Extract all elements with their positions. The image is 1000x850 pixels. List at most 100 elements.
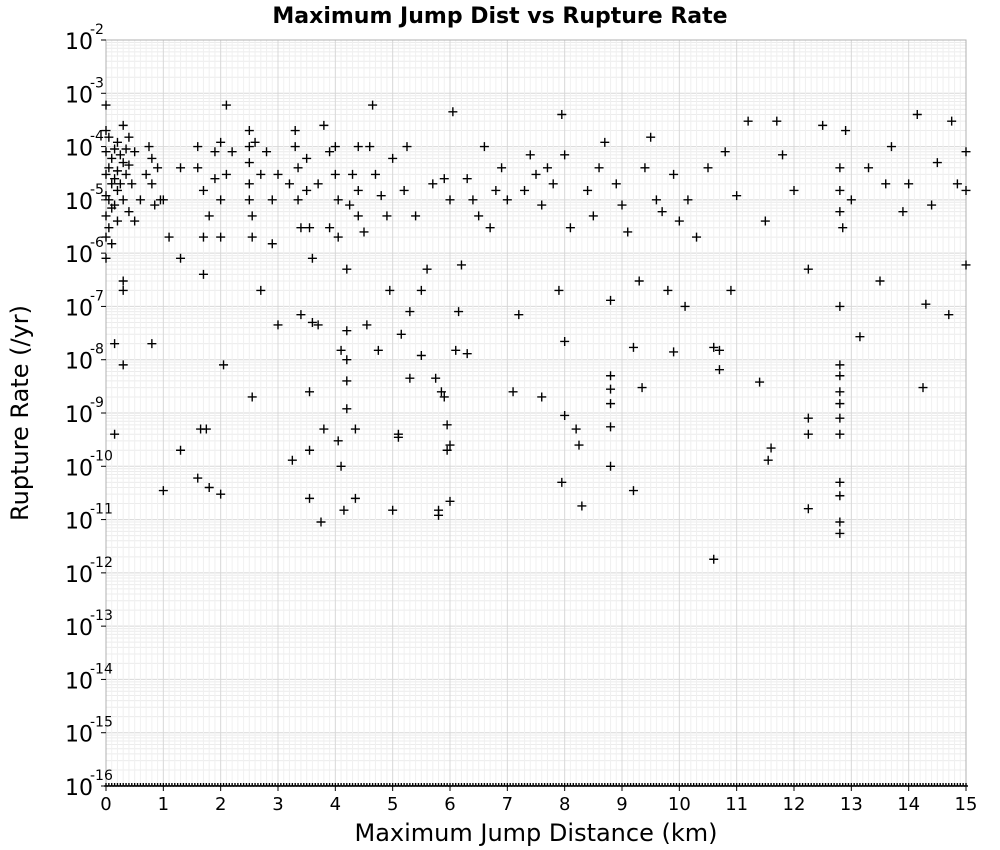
data-point-plus bbox=[864, 163, 874, 173]
y-tick-label-exponent: -9 bbox=[90, 395, 104, 411]
data-point-plus bbox=[273, 169, 283, 179]
data-point-plus bbox=[606, 295, 616, 305]
data-point-plus bbox=[121, 144, 131, 154]
data-point-plus bbox=[210, 174, 220, 184]
data-point-plus bbox=[961, 147, 971, 157]
data-point-plus bbox=[835, 207, 845, 217]
data-point-plus bbox=[118, 360, 128, 370]
data-point-plus bbox=[766, 443, 776, 453]
data-point-plus bbox=[835, 477, 845, 487]
y-tick-label-exponent: -15 bbox=[90, 715, 113, 731]
data-point-plus bbox=[107, 153, 117, 163]
data-point-plus bbox=[606, 422, 616, 432]
data-point-plus bbox=[606, 371, 616, 381]
data-point-plus bbox=[548, 179, 558, 189]
data-point-plus bbox=[918, 383, 928, 393]
data-point-plus bbox=[772, 116, 782, 126]
data-point-plus bbox=[651, 195, 661, 205]
data-point-plus bbox=[683, 195, 693, 205]
data-point-plus bbox=[560, 150, 570, 160]
data-point-plus bbox=[416, 350, 426, 360]
data-point-plus bbox=[107, 179, 117, 189]
data-point-plus bbox=[396, 329, 406, 339]
data-point-plus bbox=[755, 377, 765, 387]
y-tick-label-base: 10 bbox=[65, 616, 93, 641]
data-point-plus bbox=[305, 223, 315, 233]
data-point-plus bbox=[838, 223, 848, 233]
y-axis-label: Rupture Rate (/yr) bbox=[6, 305, 34, 521]
data-point-plus bbox=[451, 345, 461, 355]
data-point-plus bbox=[577, 501, 587, 511]
floor-data-point bbox=[964, 783, 968, 787]
data-point-plus bbox=[841, 126, 851, 136]
x-tick-label: 11 bbox=[725, 794, 748, 815]
data-point-plus bbox=[835, 399, 845, 409]
data-point-plus bbox=[262, 147, 272, 157]
data-point-plus bbox=[204, 482, 214, 492]
data-point-plus bbox=[342, 404, 352, 414]
x-tick-label: 0 bbox=[100, 794, 111, 815]
data-point-plus bbox=[365, 142, 375, 152]
data-point-plus bbox=[554, 285, 564, 295]
y-tick-label-exponent: -6 bbox=[90, 235, 104, 251]
data-point-plus bbox=[201, 424, 211, 434]
data-point-plus bbox=[313, 179, 323, 189]
y-tick-label-exponent: -8 bbox=[90, 342, 104, 358]
data-point-plus bbox=[287, 455, 297, 465]
data-point-plus bbox=[835, 185, 845, 195]
y-tick-label-exponent: -5 bbox=[90, 182, 104, 198]
data-point-plus bbox=[921, 299, 931, 309]
data-point-plus bbox=[835, 528, 845, 538]
data-point-plus bbox=[875, 276, 885, 286]
data-point-plus bbox=[112, 216, 122, 226]
data-point-plus bbox=[150, 200, 160, 210]
data-point-plus bbox=[373, 345, 383, 355]
data-point-plus bbox=[442, 445, 452, 455]
data-point-plus bbox=[101, 169, 111, 179]
data-point-plus bbox=[307, 317, 317, 327]
data-point-plus bbox=[732, 191, 742, 201]
data-point-plus bbox=[247, 232, 257, 242]
data-point-plus bbox=[709, 342, 719, 352]
data-point-plus bbox=[376, 191, 386, 201]
data-point-plus bbox=[846, 195, 856, 205]
data-point-plus bbox=[124, 160, 134, 170]
data-point-plus bbox=[855, 332, 865, 342]
data-point-plus bbox=[296, 223, 306, 233]
data-point-plus bbox=[176, 163, 186, 173]
data-point-plus bbox=[362, 320, 372, 330]
data-point-plus bbox=[147, 153, 157, 163]
data-point-plus bbox=[542, 163, 552, 173]
data-point-plus bbox=[104, 223, 114, 233]
floor-points-group bbox=[104, 783, 968, 787]
data-point-plus bbox=[628, 486, 638, 496]
data-point-plus bbox=[947, 116, 957, 126]
data-point-plus bbox=[927, 200, 937, 210]
data-point-plus bbox=[350, 424, 360, 434]
data-point-plus bbox=[520, 185, 530, 195]
y-ticks-group: 10-210-310-410-510-610-710-810-910-1010-… bbox=[65, 22, 113, 801]
y-tick-label-base: 10 bbox=[65, 456, 93, 481]
data-point-plus bbox=[703, 163, 713, 173]
y-tick-label-base: 10 bbox=[65, 776, 93, 801]
data-point-plus bbox=[198, 232, 208, 242]
data-point-plus bbox=[388, 505, 398, 515]
data-point-plus bbox=[646, 132, 656, 142]
data-point-plus bbox=[531, 169, 541, 179]
data-point-plus bbox=[216, 195, 226, 205]
data-point-plus bbox=[305, 493, 315, 503]
data-point-plus bbox=[330, 142, 340, 152]
data-point-plus bbox=[193, 142, 203, 152]
x-tick-label: 9 bbox=[616, 794, 627, 815]
data-point-plus bbox=[305, 445, 315, 455]
data-point-plus bbox=[316, 517, 326, 527]
data-point-plus bbox=[130, 147, 140, 157]
data-point-plus bbox=[835, 413, 845, 423]
data-point-plus bbox=[104, 163, 114, 173]
data-point-plus bbox=[273, 320, 283, 330]
data-point-plus bbox=[244, 158, 254, 168]
data-point-plus bbox=[319, 120, 329, 130]
data-point-plus bbox=[714, 365, 724, 375]
data-point-plus bbox=[637, 383, 647, 393]
data-point-plus bbox=[118, 276, 128, 286]
